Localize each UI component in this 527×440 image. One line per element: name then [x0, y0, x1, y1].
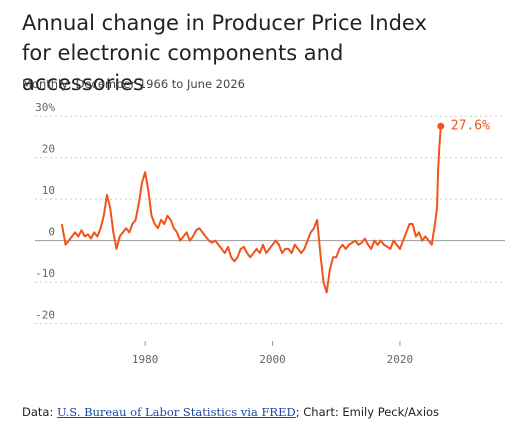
y-tick-label: -20	[35, 309, 55, 322]
source-suffix: ; Chart: Emily Peck/Axios	[295, 405, 440, 419]
y-tick-label: 30%	[35, 101, 55, 114]
source-note: Data: U.S. Bureau of Labor Statistics vi…	[22, 405, 439, 419]
y-tick-label: 20	[42, 143, 55, 156]
chart-title: Annual change in Producer Price Index fo…	[22, 11, 427, 95]
series-line	[60, 126, 442, 294]
chart: 30% 20 10 0 -10 -20 1980 2000 2020 27.6%	[35, 101, 505, 366]
y-tick-label: 10	[42, 184, 55, 197]
x-tick-label: 1980	[132, 353, 159, 366]
source-prefix: Data:	[22, 405, 54, 419]
chart-subtitle: Monthly; December 1966 to June 2026	[22, 77, 245, 91]
x-tick-label: 2000	[259, 353, 286, 366]
source-link[interactable]: U.S. Bureau of Labor Statistics via FRED	[57, 405, 296, 419]
end-point	[437, 122, 445, 130]
y-tick-label: 0	[48, 226, 55, 239]
x-tick-label: 2020	[387, 353, 414, 366]
y-tick-label: -10	[35, 267, 55, 280]
end-label: 27.6%	[451, 119, 490, 134]
